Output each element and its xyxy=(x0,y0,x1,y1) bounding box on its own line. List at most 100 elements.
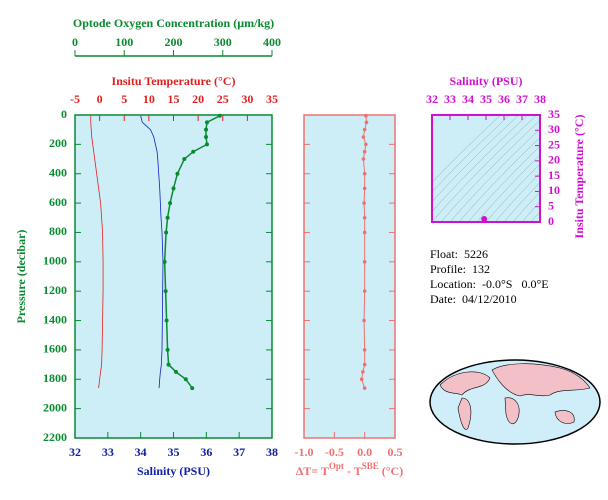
oxygen-point xyxy=(166,362,171,367)
y-tick-label: 600 xyxy=(49,195,67,209)
y-tick-label: 10 xyxy=(548,183,560,197)
delta-point xyxy=(362,386,367,390)
plot-area xyxy=(304,115,395,438)
y-tick-label: 5 xyxy=(548,198,554,212)
y-tick-label: 2200 xyxy=(43,430,67,444)
y-tick-label: 1800 xyxy=(43,371,67,385)
density-contour xyxy=(521,201,540,222)
ts-point xyxy=(481,215,488,222)
oxygen-point xyxy=(171,186,176,191)
profile-line xyxy=(140,115,164,389)
oxygen-point xyxy=(165,215,170,220)
x2-tick-label: 5 xyxy=(121,92,127,106)
info-line: Date: 04/12/2010 xyxy=(430,292,517,306)
x3-tick-label: 400 xyxy=(263,35,281,49)
density-contour xyxy=(476,154,540,222)
density-contour xyxy=(432,115,501,183)
plot-area xyxy=(75,115,272,438)
y-tick-label: 1000 xyxy=(43,254,67,268)
y-tick-label: 20 xyxy=(548,153,560,167)
oxygen-point xyxy=(175,171,180,176)
oxygen-point xyxy=(162,259,167,264)
oxygen-point xyxy=(165,347,170,352)
x-axis-label-part: SBE xyxy=(362,461,379,471)
x2-tick-label: -5 xyxy=(70,92,80,106)
x-axis-label-part: ΔT= T xyxy=(296,464,329,478)
x-axis-label: Salinity (PSU) xyxy=(137,464,210,478)
x-tick-label: 36 xyxy=(200,445,212,459)
x-tick-label: 0.0 xyxy=(357,445,372,459)
y-tick-label: 1600 xyxy=(43,342,67,356)
density-contour xyxy=(503,182,540,222)
y-tick-label: 0 xyxy=(548,214,554,228)
x2-tick-label: 20 xyxy=(192,92,204,106)
x-axis-label-part: Opt xyxy=(329,461,344,471)
oxygen-point xyxy=(173,369,178,374)
x3-tick-label: 0 xyxy=(72,35,78,49)
x-axis-label: ΔT= TOpt - TSBE (°C) xyxy=(296,461,403,478)
chart-title: Salinity (PSU) xyxy=(449,74,522,88)
x-axis-label-part: - T xyxy=(344,464,362,478)
plot-frame xyxy=(303,114,396,439)
x2-tick-label: 25 xyxy=(217,92,229,106)
x-tick-label: 35 xyxy=(168,445,180,459)
map-land xyxy=(457,397,472,430)
density-contour xyxy=(432,115,519,202)
x-tick-label: 32 xyxy=(426,92,438,106)
y-tick-label: 800 xyxy=(49,224,67,238)
x3-tick-label: 300 xyxy=(214,35,232,49)
x-tick-label: 33 xyxy=(102,445,114,459)
x-tick-label: 37 xyxy=(233,445,245,459)
oxygen-point xyxy=(163,289,168,294)
y-tick-label: 35 xyxy=(548,107,560,121)
x2-tick-label: 10 xyxy=(143,92,155,106)
map-land xyxy=(504,397,520,425)
delta-line xyxy=(361,115,367,389)
info-line: Location: -0.0°S 0.0°E xyxy=(430,277,549,291)
x-tick-label: 37 xyxy=(516,92,528,106)
map-land xyxy=(491,363,591,397)
x2-tick-label: 0 xyxy=(97,92,103,106)
x-tick-label: 34 xyxy=(462,92,474,106)
x-tick-label: 38 xyxy=(266,445,278,459)
x2-tick-label: 15 xyxy=(168,92,180,106)
y-tick-label: 1400 xyxy=(43,312,67,326)
x2-axis-label: Insitu Temperature (°C) xyxy=(112,74,236,88)
density-contour xyxy=(440,120,540,222)
oxygen-point xyxy=(168,201,173,206)
density-contour xyxy=(467,145,540,222)
x-tick-label: 34 xyxy=(135,445,147,459)
y-tick-label: 2000 xyxy=(43,400,67,414)
density-contour xyxy=(485,163,540,222)
density-contour xyxy=(512,191,540,222)
x-axis-label-part: (°C) xyxy=(379,464,403,478)
x2-tick-label: 35 xyxy=(266,92,278,106)
y-tick-label: 400 xyxy=(49,165,67,179)
oxygen-point xyxy=(204,120,209,125)
info-line: Float: 5226 xyxy=(430,247,488,261)
oxygen-point xyxy=(204,127,209,132)
info-line: Profile: 132 xyxy=(430,262,490,276)
density-contour xyxy=(530,211,540,222)
density-contour xyxy=(432,115,510,193)
oxygen-point xyxy=(183,377,188,382)
oxygen-point xyxy=(164,318,169,323)
density-contour xyxy=(458,137,540,222)
oxygen-point xyxy=(164,230,169,235)
x-tick-label: 33 xyxy=(444,92,456,106)
oxygen-point xyxy=(204,135,209,140)
density-contour xyxy=(494,172,540,222)
x3-tick-label: 100 xyxy=(115,35,133,49)
x-tick-label: 38 xyxy=(534,92,546,106)
x3-axis-label: Optode Oxygen Concentration (µm/kg) xyxy=(73,16,274,30)
x2-tick-label: 30 xyxy=(241,92,253,106)
x3-tick-label: 200 xyxy=(165,35,183,49)
y-tick-label: 15 xyxy=(548,168,560,182)
oxygen-point xyxy=(190,386,195,391)
y-tick-label: 25 xyxy=(548,137,560,151)
x-tick-label: -1.0 xyxy=(295,445,314,459)
oxygen-point xyxy=(182,157,187,162)
x-tick-label: -0.5 xyxy=(325,445,344,459)
